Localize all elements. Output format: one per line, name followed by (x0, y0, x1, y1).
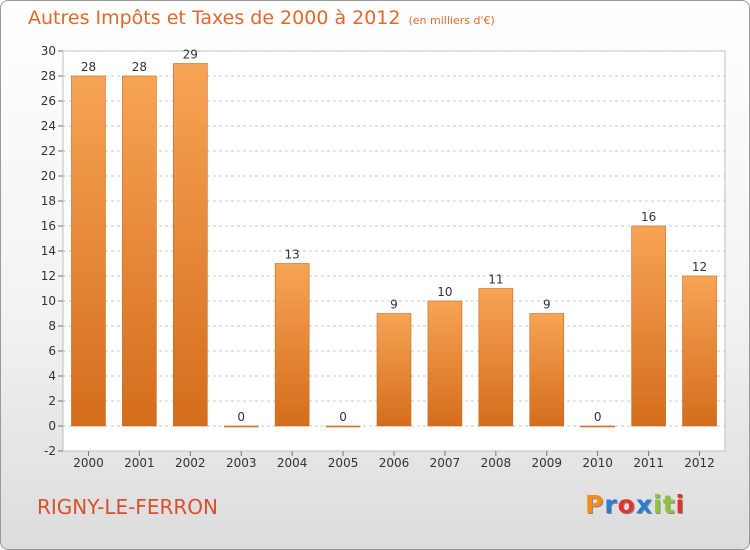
y-tick-label: 2 (48, 394, 56, 408)
bar (173, 63, 208, 427)
bar (631, 225, 666, 427)
chart-subtitle: (en milliers d'€) (408, 14, 495, 27)
y-tick-label: 28 (41, 69, 56, 83)
x-tick-label: 2012 (684, 456, 715, 470)
x-tick-label: 2006 (379, 456, 410, 470)
data-label: 28 (132, 60, 147, 74)
y-tick-label: 0 (48, 419, 56, 433)
y-tick-label: 8 (48, 319, 56, 333)
x-tick-label: 2004 (277, 456, 308, 470)
logo-letter: r (604, 490, 618, 519)
logo-letter: o (617, 490, 636, 519)
y-tick-label: 22 (41, 144, 56, 158)
bar (325, 425, 361, 428)
x-tick-label: 2003 (226, 456, 257, 470)
bar (580, 425, 615, 428)
logo-letter: i (653, 490, 663, 519)
logo-letter: i (675, 490, 686, 519)
bar (682, 275, 717, 427)
x-tick-label: 2002 (175, 456, 206, 470)
bars: 28 28 29 0 13 0 9 10 11 9 0 16 12 (71, 48, 717, 428)
proxiti-logo: Proxiti (585, 490, 685, 519)
y-tick-label: 30 (41, 44, 56, 58)
logo-letter: P (585, 490, 605, 519)
logo-letter: t (662, 490, 676, 519)
bar (274, 263, 310, 427)
data-label: 9 (390, 298, 398, 312)
y-tick-label: 20 (41, 169, 56, 183)
y-tick-label: 4 (48, 369, 56, 383)
data-label: 11 (488, 273, 503, 287)
x-tick-label: 2007 (430, 456, 461, 470)
x-tick-label: 2011 (633, 456, 664, 470)
data-label: 9 (543, 298, 551, 312)
y-tick-label: 26 (41, 94, 56, 108)
bar (427, 300, 463, 427)
data-label: 28 (81, 60, 96, 74)
x-tick-label: 2009 (531, 456, 562, 470)
data-label: 12 (692, 260, 707, 274)
y-tick-label: 16 (41, 219, 56, 233)
bar (71, 75, 106, 427)
y-tick-label: 14 (41, 244, 56, 258)
y-tick-label: -2 (44, 444, 56, 458)
data-label: 0 (237, 410, 245, 424)
bar (376, 313, 412, 427)
data-label: 29 (183, 48, 198, 62)
data-label: 0 (594, 410, 602, 424)
bar (223, 425, 259, 428)
y-tick-label: 12 (41, 269, 56, 283)
logo-letter: x (635, 490, 653, 519)
x-tick-label: 2000 (73, 456, 104, 470)
data-label: 10 (437, 285, 452, 299)
y-tick-label: 10 (41, 294, 56, 308)
data-label: 0 (339, 410, 347, 424)
bar (478, 288, 514, 427)
chart-header: Autres Impôts et Taxes de 2000 à 2012 (en… (28, 7, 495, 29)
y-tick-label: 24 (41, 119, 56, 133)
data-label: 16 (641, 210, 656, 224)
bar (122, 75, 157, 427)
x-tick-label: 2008 (481, 456, 512, 470)
x-tick-label: 2001 (124, 456, 155, 470)
y-tick-label: 18 (41, 194, 56, 208)
x-tick-label: 2005 (328, 456, 359, 470)
y-tick-label: 6 (48, 344, 56, 358)
bar (529, 313, 565, 427)
chart-title: Autres Impôts et Taxes de 2000 à 2012 (28, 7, 401, 29)
x-axis: 2000 2001 2002 2003 2004 2005 2006 2007 2008 2009… (73, 451, 715, 470)
data-label: 13 (285, 248, 300, 262)
x-tick-label: 2010 (582, 456, 613, 470)
place-name: RIGNY-LE-FERRON (37, 495, 218, 519)
